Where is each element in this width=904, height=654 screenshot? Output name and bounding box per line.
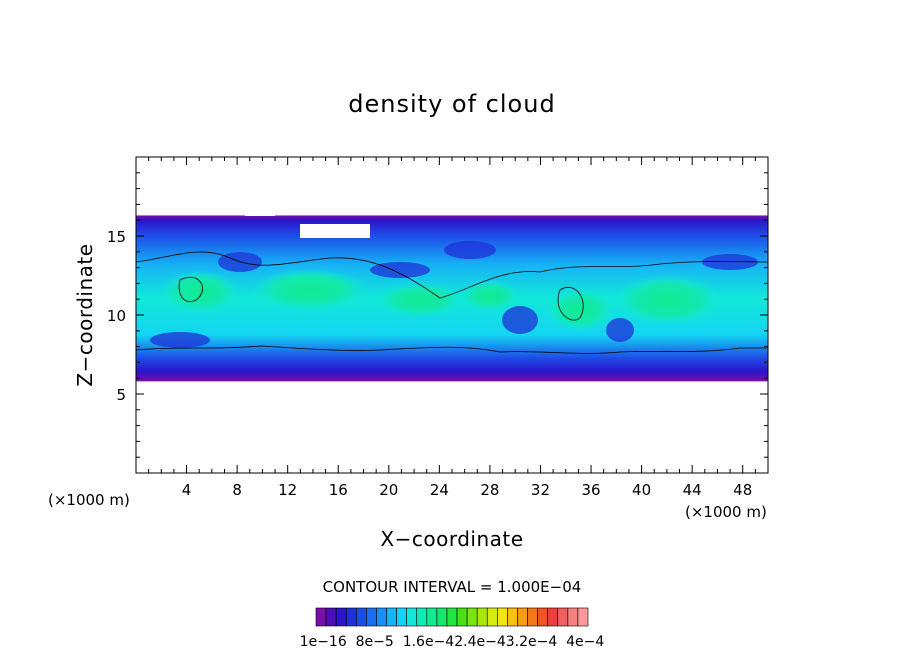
- x-tick-label: 44: [683, 481, 702, 499]
- colorbar-swatch: [507, 607, 518, 627]
- contour-lines: [136, 251, 768, 354]
- colorbar-swatch: [325, 607, 337, 627]
- colorbar-swatch: [426, 607, 438, 627]
- colorbar-swatch: [517, 607, 528, 627]
- x-tick-label: 40: [632, 481, 651, 499]
- chart-title: density of cloud: [348, 90, 555, 118]
- colorbar-swatch: [466, 607, 478, 627]
- x-tick-label: 36: [581, 481, 600, 499]
- colorbar-swatch: [406, 607, 418, 627]
- x-tick-label: 32: [531, 481, 550, 499]
- colorbar-swatch: [527, 607, 538, 627]
- x-axis-label: X−coordinate: [380, 527, 523, 551]
- colorbar-swatch: [345, 607, 357, 627]
- x-tick-label: 4: [182, 481, 192, 499]
- x-tick-labels: 4 8 12 16 20 24 28 32 36 40 44 48: [182, 481, 752, 499]
- axis-ticks: [136, 157, 768, 473]
- x-tick-label: 20: [379, 481, 398, 499]
- colorbar-swatch: [547, 607, 559, 627]
- x-tick-label: 12: [278, 481, 297, 499]
- y-tick-label: 15: [107, 228, 126, 246]
- colorbar-swatch: [446, 607, 458, 627]
- colorbar-labels: 1e−16 8e−5 1.6e−42.4e−43.2e−4 4e−4: [300, 634, 605, 650]
- plot-area: [136, 208, 768, 382]
- colorbar-swatch: [355, 607, 367, 627]
- colorbar-swatch: [567, 607, 579, 627]
- x-tick-label: 48: [733, 481, 752, 499]
- y-tick-labels: 5 10 15: [107, 228, 126, 404]
- colorbar-swatch: [386, 607, 397, 627]
- x-tick-label: 24: [430, 481, 449, 499]
- colorbar-swatch: [537, 607, 549, 627]
- cloud-top-edge: [245, 208, 370, 238]
- colorbar-swatch: [486, 607, 498, 627]
- colorbar-swatch: [476, 607, 488, 627]
- colorbar-swatch: [366, 607, 377, 627]
- x-tick-label: 8: [232, 481, 242, 499]
- colorbar-swatch: [376, 607, 387, 627]
- colorbar-swatch: [396, 607, 407, 627]
- colorbar-swatch: [416, 607, 428, 627]
- z-unit-label: (×1000 m): [48, 491, 130, 509]
- x-tick-label: 16: [329, 481, 348, 499]
- colorbar-swatch: [577, 607, 589, 627]
- colorbar: [315, 607, 589, 627]
- colorbar-swatch: [315, 607, 327, 627]
- colorbar-swatch: [497, 607, 508, 627]
- colorbar-swatch: [456, 607, 468, 627]
- cloud-eddies: [150, 241, 758, 348]
- colorbar-swatch: [557, 607, 569, 627]
- y-axis-label: Z−coordinate: [73, 243, 97, 386]
- colorbar-swatch: [436, 607, 448, 627]
- x-tick-label: 28: [480, 481, 499, 499]
- contour-interval-note: CONTOUR INTERVAL = 1.000E−04: [323, 578, 582, 596]
- y-tick-label: 10: [107, 307, 126, 325]
- y-tick-label: 5: [116, 386, 126, 404]
- x-unit-label: (×1000 m): [685, 503, 767, 521]
- colorbar-swatch: [335, 607, 347, 627]
